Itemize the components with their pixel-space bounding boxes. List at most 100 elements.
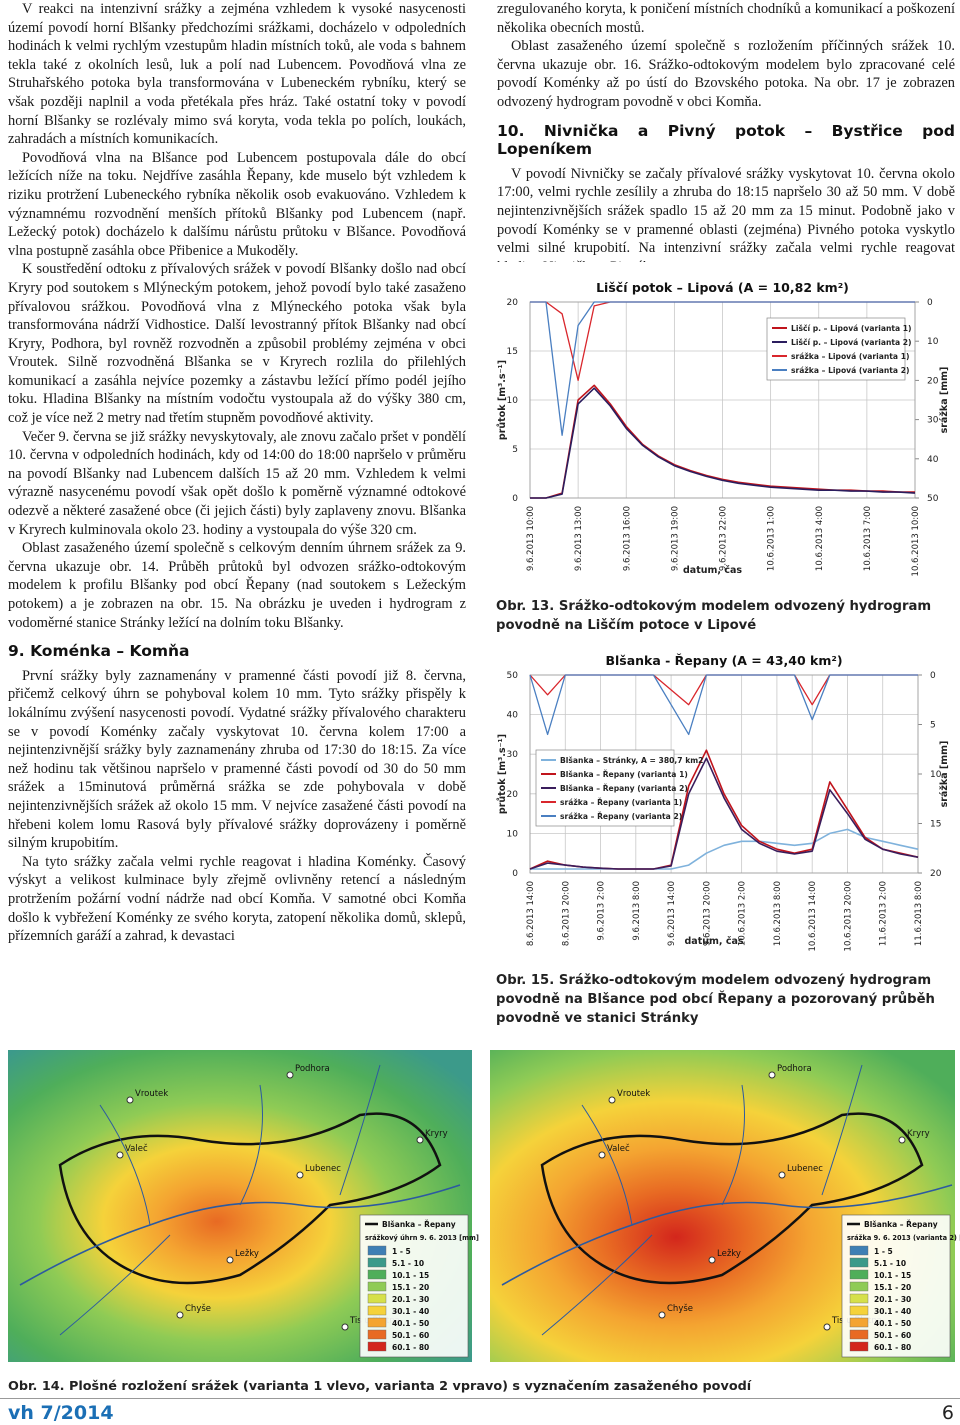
place-label: Vroutek [617,1089,650,1099]
x-tick-label: 9.6.2013 8:00 [632,881,642,941]
x-tick-label: 9.6.2013 10:00 [526,506,536,571]
legend-swatch [367,1305,387,1316]
place-marker [416,1136,424,1144]
river [501,1184,953,1286]
paragraph: V povodí Nivničky se začaly přívalové sr… [497,165,955,262]
y2-tick-label: 30 [927,416,939,426]
y2-axis-label: srážka [mm] [939,741,950,808]
y-tick-label: 20 [507,298,519,308]
figure-caption: Obr. 13. Srážko-odtokovým modelem odvoze… [496,599,932,633]
y-tick-label: 20 [507,790,519,800]
y2-tick-label: 10 [930,770,942,780]
x-tick-label: 10.6.2013 4:00 [815,506,825,571]
legend-label: Blšanka – Stránky, A = 380,7 km2 [560,756,703,765]
place-marker [708,1256,716,1264]
figure-caption: Obr. 15. Srážko-odtokovým modelem odvoze… [496,973,935,1026]
place-marker [658,1311,666,1319]
y2-tick-label: 5 [930,721,936,731]
right-column: zregulovaného koryta, k poničení místníc… [497,0,955,262]
x-tick-label: 9.6.2013 13:00 [574,506,584,571]
x-axis-label: datum, čas [684,936,743,947]
x-tick-label: 11.6.2013 8:00 [914,881,924,946]
y2-tick-label: 20 [930,869,942,879]
hydrograph-chart: Blšanka - Řepany (A = 43,40 km²) 0 10 20 30 4… [497,653,950,951]
legend-swatch [849,1245,869,1256]
map-legend-title: srážka 9. 6. 2013 (varianta 2) [mm] [847,1234,960,1242]
place-label: Kryry [425,1129,448,1139]
journal-issue: vh 7/2014 [8,1402,114,1424]
legend-swatch [367,1317,387,1328]
legend-swatch [367,1341,387,1352]
map: Vroutek Podhora Valeč Kryry Lubenec Ležky Chyš… [8,1050,479,1362]
y-tick-label: 40 [507,711,519,721]
chart-title: Blšanka - Řepany (A = 43,40 km²) [605,653,842,668]
legend-label: Blšanka – Řepany (varianta 2) [560,784,688,793]
legend-label: Liščí p. – Lipová (varianta 2) [791,338,912,347]
y2-axis-label: srážka [mm] [939,367,950,434]
map-legend-class: 20.1 - 30 [392,1295,429,1304]
place-marker [778,1171,786,1179]
chart-title: Liščí potok – Lipová (A = 10,82 km²) [596,280,849,295]
map-legend-class: 60.1 - 80 [392,1343,429,1352]
place-label: Lubenec [787,1164,823,1174]
legend-swatch [367,1269,387,1280]
x-tick-label: 8.6.2013 20:00 [561,881,571,946]
legend-swatch [849,1257,869,1268]
place-marker [286,1071,294,1079]
series-line [530,384,915,499]
map-legend-class: 5.1 - 10 [874,1259,906,1268]
map-legend-class: 5.1 - 10 [392,1259,424,1268]
series-line [530,301,915,436]
x-tick-label: 8.6.2013 14:00 [526,881,536,946]
place-label: Podhora [295,1064,330,1074]
x-tick-label: 9.6.2013 16:00 [622,506,632,571]
legend-swatch [849,1317,869,1328]
x-tick-label: 10.6.2013 7:00 [863,506,873,571]
precipitation-maps: Vroutek Podhora Valeč Kryry Lubenec Ležky Chyš… [8,1050,960,1362]
x-tick-label: 10.6.2013 2:00 [738,881,748,946]
paragraph: zregulovaného koryta, k poničení místníc… [497,1,955,36]
x-tick-label: 9.6.2013 14:00 [667,881,677,946]
map-legend-class: 10.1 - 15 [392,1271,429,1280]
paragraph: Oblast zasaženého území společně s celko… [8,540,466,631]
map-legend-class: 40.1 - 50 [874,1319,911,1328]
x-tick-label: 9.6.2013 22:00 [719,506,729,571]
y2-tick-label: 40 [927,455,939,465]
y2-tick-label: 15 [930,820,941,830]
x-axis-label: datum, čas [683,565,742,576]
legend-label: Blšanka – Řepany (varianta 1) [560,770,688,779]
legend-swatch [849,1281,869,1292]
place-marker [898,1136,906,1144]
y-tick-label: 5 [512,445,518,455]
series-line [529,674,918,706]
x-tick-label: 10.6.2013 1:00 [767,506,777,571]
place-label: Chyše [667,1303,693,1314]
place-marker [176,1311,184,1319]
paragraph: Večer 9. června se již srážky nevyskytov… [8,428,466,538]
series-line [530,828,919,870]
map-legend-class: 60.1 - 80 [874,1343,911,1352]
map-legend-class: 20.1 - 30 [874,1295,911,1304]
paragraph: V reakci na intenzivní srážky a zejména … [8,1,466,148]
series-line [529,674,918,736]
footer-rule [0,1398,960,1399]
x-tick-label: 9.6.2013 19:00 [670,506,680,571]
series-line [530,387,916,499]
y-axis-label: průtok [m³.s⁻¹] [497,360,508,440]
legend-label: srážka – Řepany (varianta 1) [560,798,682,807]
y-axis-label: průtok [m³.s⁻¹] [497,734,508,814]
series-line [529,757,919,870]
legend-swatch [849,1341,869,1352]
legend-label: Liščí p. – Lipová (varianta 1) [791,324,912,333]
legend-box [535,749,675,827]
map-legend-title: srážkový úhrn 9. 6. 2013 [mm] [365,1233,479,1242]
map-legend-class: 30.1 - 40 [392,1307,429,1316]
map-legend-class: 30.1 - 40 [874,1307,911,1316]
place-marker [598,1151,606,1159]
paragraph: Oblast zasaženého území společně s rozlo… [497,38,955,110]
y-tick-label: 10 [507,396,519,406]
map-legend-class: 1 - 5 [874,1247,893,1256]
map-legend-class: 15.1 - 20 [874,1283,911,1292]
y-tick-label: 15 [507,347,518,357]
